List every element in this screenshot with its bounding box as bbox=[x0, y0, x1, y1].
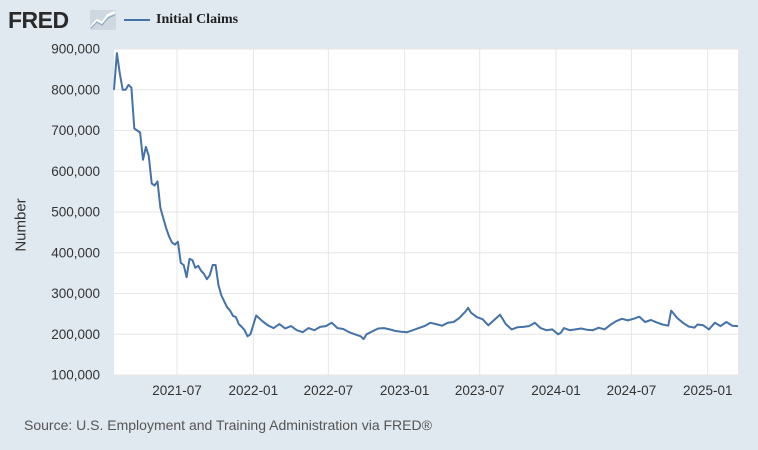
y-axis-label: Number bbox=[12, 198, 30, 252]
chart-header: FRED Initial Claims bbox=[8, 6, 708, 34]
x-tick-label: 2025-01 bbox=[683, 383, 733, 398]
series-line-initial-claims[interactable] bbox=[113, 52, 739, 341]
grid-lines bbox=[114, 48, 738, 376]
x-tick-label: 2024-01 bbox=[531, 383, 581, 398]
y-tick-label: 300,000 bbox=[51, 286, 100, 301]
x-tick-label: 2022-01 bbox=[229, 383, 279, 398]
source-note: Source: U.S. Employment and Training Adm… bbox=[24, 417, 432, 433]
y-tick-label: 100,000 bbox=[51, 368, 100, 383]
series-group bbox=[113, 52, 739, 341]
x-axis-ticks: 2021-07 2022-01 2022-07 2023-01 2023-07 2024-… bbox=[152, 383, 732, 398]
y-tick-label: 600,000 bbox=[51, 164, 100, 179]
x-tick-label: 2023-01 bbox=[380, 383, 430, 398]
y-tick-label: 800,000 bbox=[51, 82, 100, 97]
y-tick-label: 200,000 bbox=[51, 327, 100, 342]
legend: Initial Claims bbox=[124, 6, 238, 34]
y-axis-label-container: Number bbox=[6, 170, 36, 280]
x-tick-label: 2023-07 bbox=[455, 383, 505, 398]
x-tick-label: 2022-07 bbox=[304, 383, 354, 398]
x-tick-label: 2021-07 bbox=[152, 383, 202, 398]
x-tick-label: 2024-07 bbox=[607, 383, 657, 398]
line-chart-icon bbox=[90, 10, 116, 30]
y-axis-ticks: 100,000 200,000 300,000 400,000 500,000 600,0… bbox=[51, 42, 100, 383]
y-tick-label: 900,000 bbox=[51, 42, 100, 57]
y-tick-label: 400,000 bbox=[51, 245, 100, 260]
y-tick-label: 700,000 bbox=[51, 123, 100, 138]
legend-label: Initial Claims bbox=[156, 12, 239, 27]
legend-swatch bbox=[124, 19, 150, 21]
line-chart: 100,000 200,000 300,000 400,000 500,000 600,0… bbox=[51, 42, 739, 398]
fred-logo[interactable]: FRED bbox=[8, 7, 69, 33]
y-tick-label: 500,000 bbox=[51, 205, 100, 220]
